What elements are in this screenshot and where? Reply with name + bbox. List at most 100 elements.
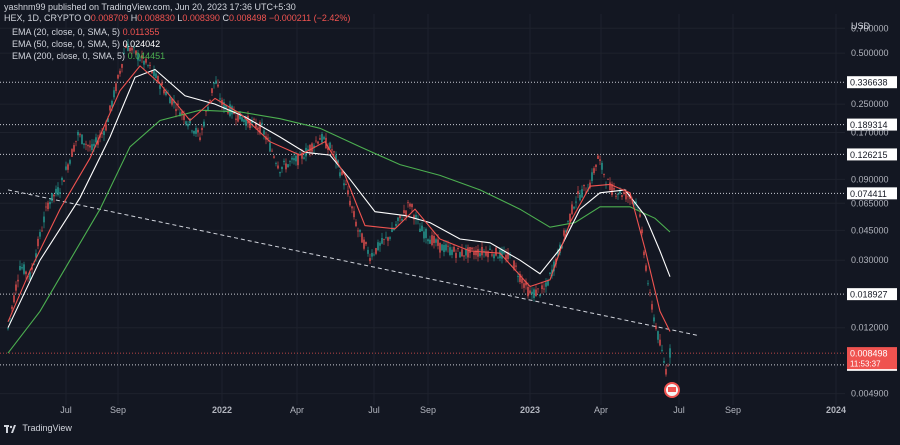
price-tick-label: 0.045000 — [851, 225, 889, 235]
level-label-box — [847, 148, 897, 161]
candle-body — [373, 254, 375, 256]
candle-body — [663, 360, 665, 363]
candle-body — [39, 232, 41, 237]
candle-body — [607, 178, 609, 180]
price-tick-label: 0.090000 — [851, 174, 889, 184]
candle-body — [307, 149, 309, 151]
candle-body — [163, 89, 165, 94]
candle-body — [577, 191, 579, 194]
candle-body — [561, 246, 563, 249]
candle-body — [17, 279, 19, 282]
candle-body — [11, 306, 13, 309]
candle-body — [635, 201, 637, 204]
candle-body — [487, 251, 489, 258]
time-tick-label: 2022 — [212, 405, 232, 415]
current-price-label: 0.008498 — [850, 349, 888, 359]
indicator-ema200[interactable]: EMA (200, close, 0, SMA, 5) 0.044451 — [12, 51, 165, 62]
footer-brand[interactable]: TradingView — [4, 423, 72, 433]
candle-body — [353, 211, 355, 218]
ema20-line — [7, 65, 671, 332]
candle-body — [335, 155, 337, 163]
candle-body — [297, 153, 299, 166]
candle-body — [641, 229, 643, 234]
candle-body — [467, 247, 469, 258]
candle-body — [413, 215, 415, 220]
candle-body — [317, 141, 319, 144]
level-label: 0.018927 — [850, 290, 888, 300]
candle-body — [637, 207, 639, 209]
candle-body — [655, 325, 657, 329]
candle-body — [669, 348, 671, 358]
candle-body — [399, 215, 401, 219]
candle-body — [155, 73, 157, 79]
candle-body — [571, 204, 573, 214]
candle-body — [255, 123, 257, 128]
candle-body — [351, 206, 353, 209]
price-tick-label: 0.170000 — [851, 128, 889, 138]
level-label: 0.074411 — [850, 189, 887, 199]
candle-body — [397, 217, 399, 221]
candle-body — [101, 132, 103, 134]
symbol-label[interactable]: HEX, 1D, CRYPTO — [4, 13, 82, 23]
candle-body — [41, 230, 43, 232]
candle-body — [19, 265, 21, 270]
candle-body — [633, 202, 635, 206]
currency-label[interactable]: USD — [851, 21, 871, 31]
indicator-ema50-value: 0.024042 — [122, 39, 161, 49]
candle-body — [429, 239, 431, 244]
candle-body — [209, 99, 211, 102]
candle-body — [107, 118, 109, 123]
candle-body — [295, 155, 297, 162]
candle-body — [481, 246, 483, 256]
indicator-ema20[interactable]: EMA (20, close, 0, SMA, 5) 0.011355 — [12, 27, 159, 38]
candle-body — [667, 365, 669, 367]
candle-body — [263, 130, 265, 135]
candle-body — [31, 267, 33, 270]
candle-body — [173, 100, 175, 104]
candle-body — [273, 156, 275, 158]
candle-body — [289, 161, 291, 163]
candle-body — [73, 145, 75, 152]
candle-body — [279, 172, 281, 174]
candle-body — [283, 160, 285, 163]
candle-body — [363, 239, 365, 249]
price-tick-label: 0.030000 — [851, 255, 889, 265]
candle-body — [531, 291, 533, 294]
candle-body — [109, 105, 111, 111]
candle-body — [427, 239, 429, 242]
candle-body — [225, 105, 227, 109]
candle-body — [409, 203, 411, 207]
time-tick-label: Sep — [725, 405, 741, 415]
candle-body — [593, 168, 595, 174]
candle-body — [365, 241, 367, 245]
candle-body — [419, 228, 421, 232]
candle-body — [651, 304, 653, 310]
indicator-ema50[interactable]: EMA (50, close, 0, SMA, 5) 0.024042 — [12, 39, 160, 50]
candle-body — [403, 210, 405, 214]
candle-body — [381, 238, 383, 244]
ema200-line — [7, 109, 671, 354]
candle-body — [293, 158, 295, 161]
candle-body — [473, 252, 475, 256]
candle-body — [497, 257, 499, 259]
candle-body — [131, 47, 133, 51]
candle-body — [217, 84, 219, 87]
candle-body — [243, 119, 245, 122]
candle-body — [549, 272, 551, 275]
candle-body — [393, 228, 395, 231]
candle-body — [285, 163, 287, 170]
level-label-box — [847, 118, 897, 131]
candle-body — [423, 231, 425, 239]
ema50-line — [7, 68, 671, 328]
time-tick-label: 2024 — [826, 405, 846, 415]
candle-body — [117, 74, 119, 79]
price-axis: 0.700000 0.500000 0.250000 0.170000 0.090000… — [851, 23, 889, 398]
candle-body — [139, 59, 141, 61]
candle-body — [455, 252, 457, 258]
candle-body — [581, 189, 583, 198]
candle-body — [617, 194, 619, 196]
candle-body — [333, 151, 335, 153]
candle-body — [91, 144, 93, 150]
